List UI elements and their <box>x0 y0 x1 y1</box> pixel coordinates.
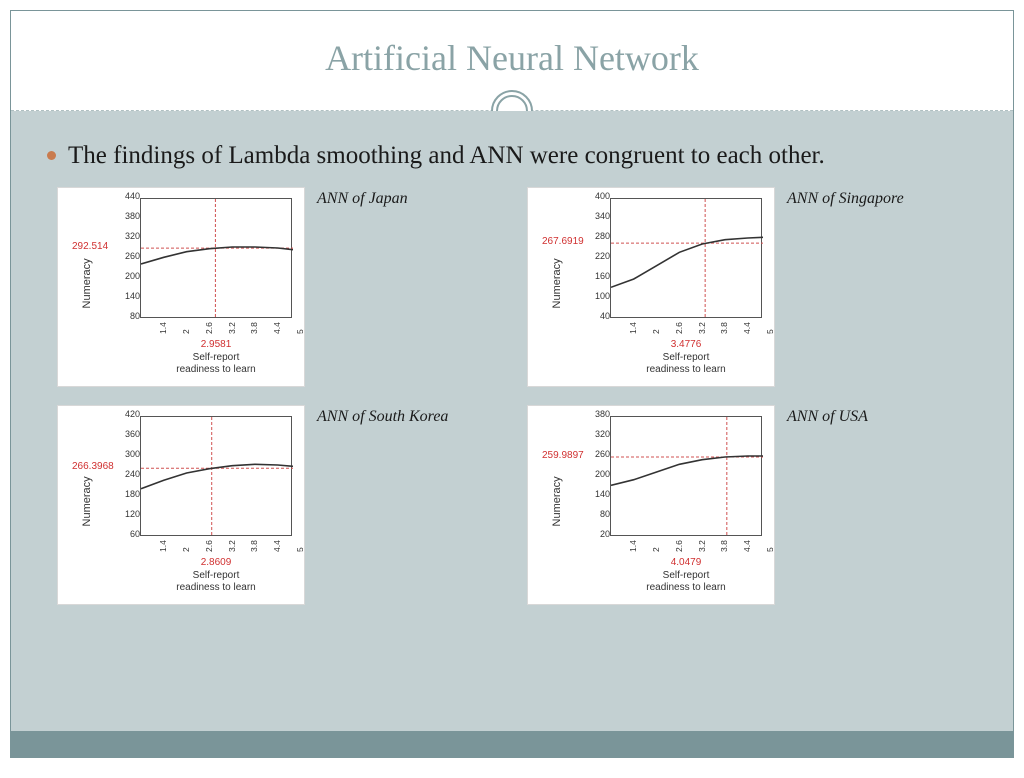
y-axis-label: Numeracy <box>551 258 563 308</box>
bullet-dot-icon <box>47 151 56 160</box>
slide-body: The findings of Lambda smoothing and ANN… <box>11 111 1013 731</box>
y-ticks: 2080140200260320380 <box>588 414 610 538</box>
bullet-text: The findings of Lambda smoothing and ANN… <box>68 139 825 173</box>
x-marker-value: 2.8609 <box>140 557 292 568</box>
chart-cell: Numeracy259.98972080140200260320380 1.42… <box>527 405 967 605</box>
chart-box: Numeracy259.98972080140200260320380 1.42… <box>527 405 775 605</box>
y-axis-label: Numeracy <box>551 476 563 526</box>
x-marker-value: 2.9581 <box>140 339 292 350</box>
y-ticks: 60120180240300360420 <box>118 414 140 538</box>
chart-cell: Numeracy292.51480140200260320380440 1.42… <box>57 187 497 387</box>
plot-area <box>610 416 762 536</box>
y-axis-label: Numeracy <box>81 258 93 308</box>
x-axis-label: Self-reportreadiness to learn <box>140 352 292 376</box>
charts-grid: Numeracy292.51480140200260320380440 1.42… <box>57 187 967 605</box>
footer-bar <box>11 731 1013 757</box>
plot-area <box>140 198 292 318</box>
y-marker-value: 292.514 <box>72 241 108 252</box>
chart-caption: ANN of South Korea <box>317 405 448 428</box>
x-axis-label: Self-reportreadiness to learn <box>610 352 762 376</box>
y-ticks: 40100160220280340400 <box>588 196 610 320</box>
y-ticks: 80140200260320380440 <box>118 196 140 320</box>
chart-caption: ANN of Japan <box>317 187 408 210</box>
slide-header: Artificial Neural Network <box>11 11 1013 111</box>
chart-caption: ANN of Singapore <box>787 187 904 210</box>
slide-title: Artificial Neural Network <box>11 37 1013 79</box>
x-axis-label: Self-reportreadiness to learn <box>140 570 292 594</box>
chart-cell: Numeracy267.691940100160220280340400 1.4… <box>527 187 967 387</box>
x-marker-value: 4.0479 <box>610 557 762 568</box>
bullet-item: The findings of Lambda smoothing and ANN… <box>47 139 977 173</box>
chart-box: Numeracy292.51480140200260320380440 1.42… <box>57 187 305 387</box>
y-axis-label: Numeracy <box>81 476 93 526</box>
y-marker-value: 266.3968 <box>72 461 114 472</box>
x-axis-label: Self-reportreadiness to learn <box>610 570 762 594</box>
slide-container: Artificial Neural Network The findings o… <box>10 10 1014 758</box>
y-marker-value: 267.6919 <box>542 236 584 247</box>
plot-area <box>140 416 292 536</box>
chart-box: Numeracy266.396860120180240300360420 1.4… <box>57 405 305 605</box>
chart-box: Numeracy267.691940100160220280340400 1.4… <box>527 187 775 387</box>
chart-cell: Numeracy266.396860120180240300360420 1.4… <box>57 405 497 605</box>
plot-area <box>610 198 762 318</box>
y-marker-value: 259.9897 <box>542 450 584 461</box>
x-marker-value: 3.4776 <box>610 339 762 350</box>
chart-caption: ANN of USA <box>787 405 868 428</box>
